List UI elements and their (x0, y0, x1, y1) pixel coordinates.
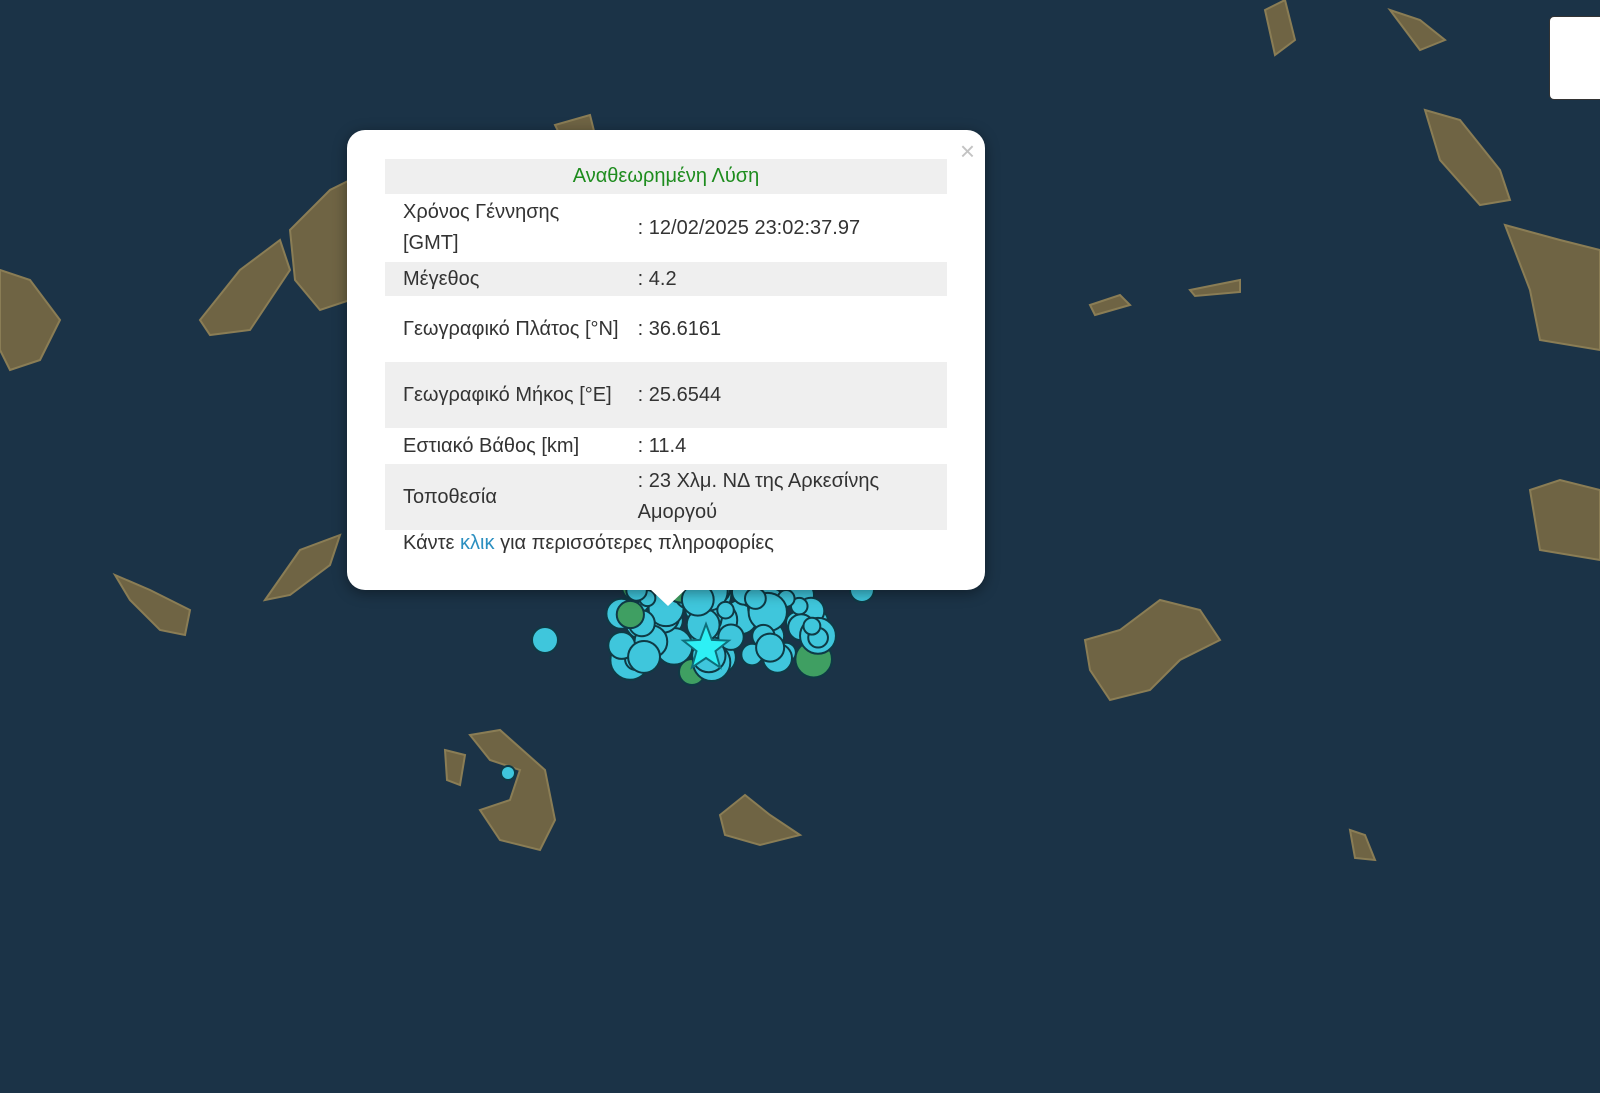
earthquake-marker[interactable] (716, 600, 735, 620)
row-label: Γεωγραφικό Μήκος [°E] (385, 362, 620, 428)
table-row: Μέγεθος: 4.2 (385, 262, 947, 296)
row-label: Τοποθεσία (385, 464, 620, 530)
island (1528, 478, 1600, 562)
event-popup: × Αναθεωρημένη Λύση Χρόνος Γέννησης [GMT… (347, 130, 985, 606)
star-icon[interactable] (680, 621, 732, 670)
more-suffix: για περισσότερες πληροφορίες (500, 532, 774, 554)
island (1348, 828, 1377, 862)
island (1263, 0, 1297, 57)
row-value: : 11.4 (637, 434, 687, 457)
table-row: Εστιακό Βάθος [km] : 11.4 (385, 430, 947, 462)
popup-title: Αναθεωρημένη Λύση (385, 159, 947, 194)
earthquake-marker[interactable] (755, 632, 786, 663)
island (0, 268, 62, 372)
island (718, 793, 803, 847)
more-prefix: Κάντε (403, 532, 455, 554)
island (1503, 223, 1600, 352)
table-row: Γεωγραφικό Πλάτος [°N] : 36.6161 (385, 298, 947, 360)
earthquake-marker[interactable] (615, 599, 645, 630)
islands (0, 0, 1600, 862)
earthquake-marker[interactable] (500, 765, 516, 781)
earthquake-marker[interactable] (531, 626, 559, 654)
row-label: Χρόνος Γέννησης [GMT] (403, 201, 560, 254)
earthquake-marker[interactable] (802, 616, 822, 636)
row-label: Μέγεθος (385, 262, 620, 296)
island (1387, 8, 1447, 52)
table-row: Γεωγραφικό Μήκος [°E]: 25.6544 (385, 362, 947, 428)
row-value: : 4.2 (619, 262, 947, 296)
more-info-text: Κάντε κλικ για περισσότερες πληροφορίες (403, 532, 774, 555)
island (1188, 278, 1241, 298)
close-icon[interactable]: × (959, 136, 975, 166)
island (198, 238, 292, 337)
island (1423, 108, 1512, 207)
row-value: : 36.6161 (637, 317, 722, 340)
row-label: Εστιακό Βάθος [km] (403, 434, 580, 457)
island (443, 748, 467, 787)
island (262, 533, 342, 602)
island (1088, 293, 1132, 317)
table-row: Τοποθεσία: 23 Χλμ. ΝΔ της Αρκεσίνης Αμορ… (385, 464, 947, 530)
table-row: Χρόνος Γέννησης [GMT] : 12/02/2025 23:02:… (385, 196, 947, 260)
popup-tip (650, 589, 686, 606)
earthquake-marker[interactable] (627, 639, 661, 674)
row-value: : 25.6544 (619, 362, 947, 428)
row-value: : 12/02/2025 23:02:37.97 (637, 216, 861, 239)
island (1083, 598, 1222, 702)
row-value: : 23 Χλμ. ΝΔ της Αρκεσίνης Αμοργού (619, 464, 947, 530)
event-details-table: Αναθεωρημένη Λύση Χρόνος Γέννησης [GMT]:… (385, 157, 947, 532)
row-label: Γεωγραφικό Πλάτος [°N] (403, 317, 619, 340)
earthquake-marker[interactable] (743, 587, 767, 610)
map-control[interactable] (1549, 16, 1600, 100)
island (112, 572, 192, 637)
more-info-link[interactable]: κλικ (460, 532, 495, 554)
